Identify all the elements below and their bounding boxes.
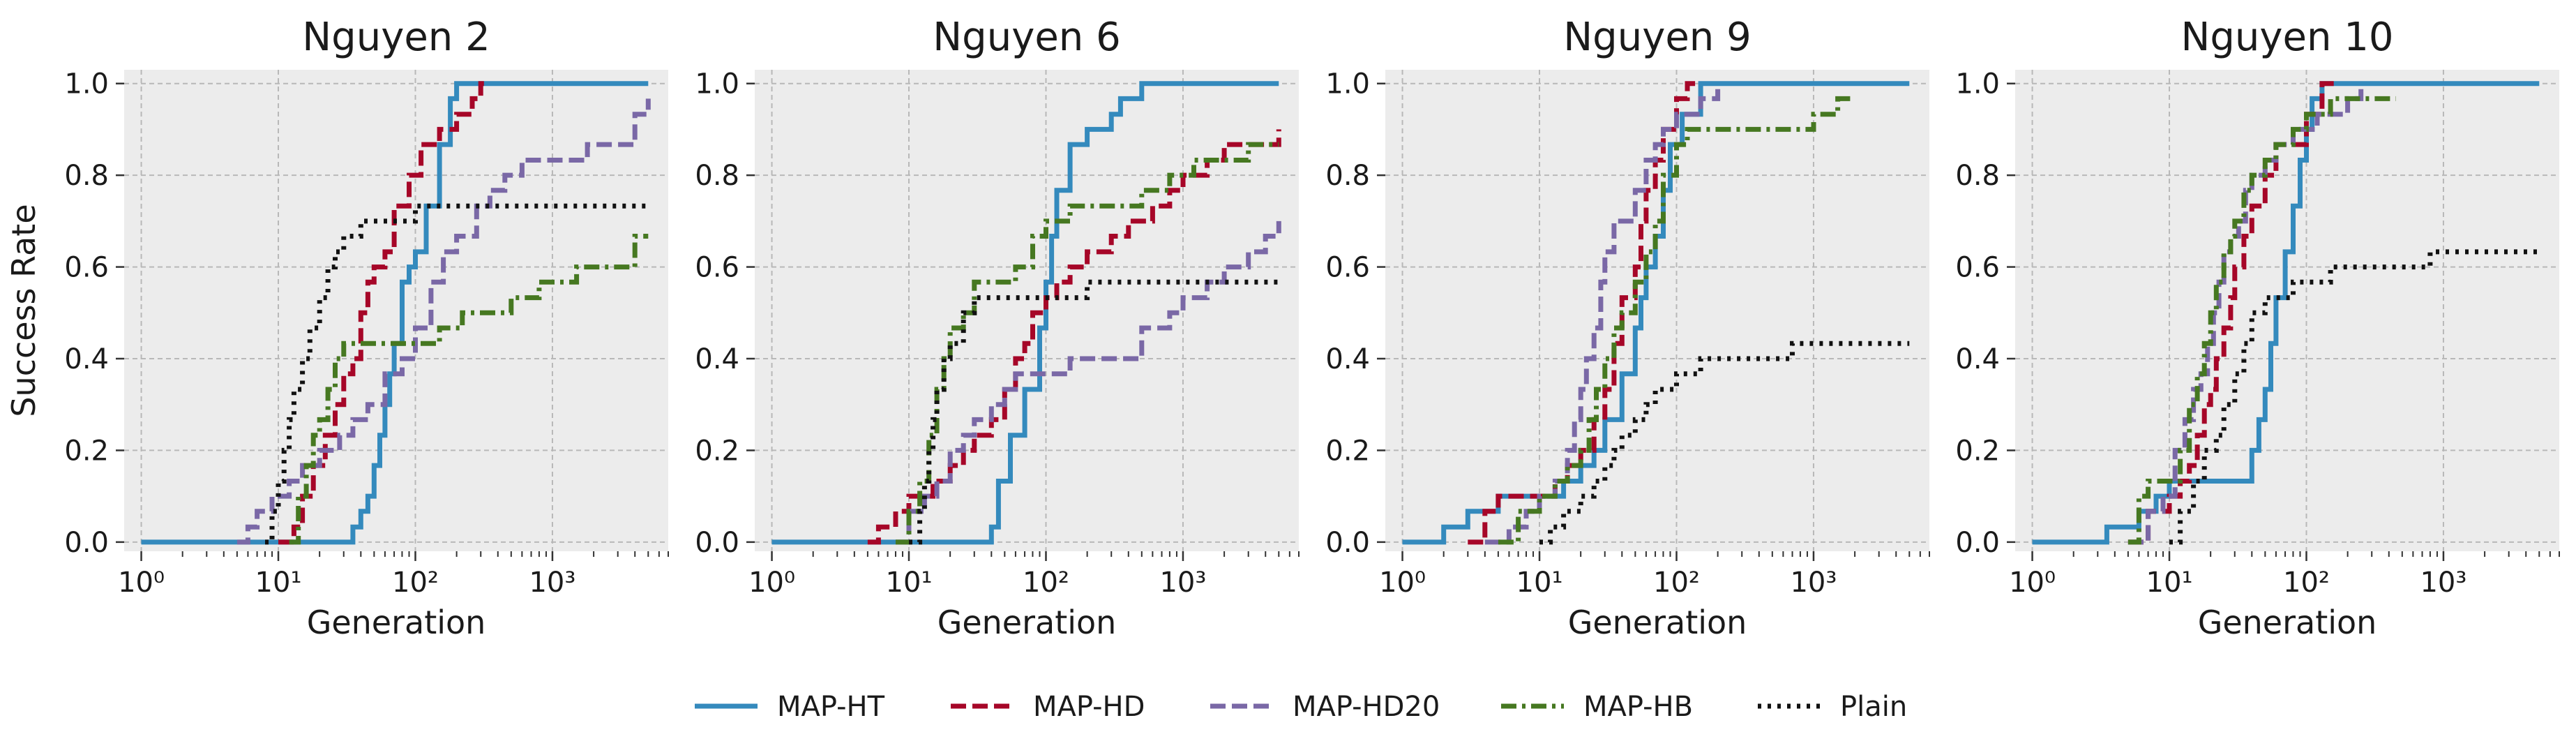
- panels: 0.0 0.2 0.4 0.6 0.8 1.0 10⁰ 10¹ 10² 10³ Nguyen 2 Ge…: [5, 15, 2560, 641]
- y-tick-label: 1.0: [695, 68, 739, 100]
- plot-area: [755, 70, 1299, 551]
- x-tick-label: 10³: [1790, 567, 1837, 599]
- panel-title: Nguyen 2: [302, 15, 490, 60]
- y-tick-label: 0.6: [695, 252, 739, 284]
- legend-item-map-hd: MAP-HD: [951, 691, 1145, 723]
- x-tick-label: 10⁰: [118, 567, 165, 599]
- y-tick-label: 0.4: [64, 343, 109, 375]
- series-line-map-hd20: [896, 220, 1281, 545]
- x-tick-label: 10¹: [255, 567, 302, 599]
- y-tick-label: 0.2: [1325, 435, 1370, 467]
- series-line-map-ht: [771, 81, 1279, 545]
- x-tick-label: 10⁰: [748, 567, 795, 599]
- y-tick-label: 0.6: [1325, 252, 1370, 284]
- series-line-map-hd: [867, 129, 1281, 545]
- series-line-map-hb: [896, 142, 1279, 545]
- legend-label: MAP-HD: [1033, 691, 1145, 723]
- legend: MAP-HT MAP-HD MAP-HD20 MAP-HB Plain: [695, 691, 1907, 723]
- y-tick-label: 0.6: [64, 252, 109, 284]
- panel-4: 0.0 0.2 0.4 0.6 0.8 1.0 10⁰ 10¹ 10² 10³ Nguyen 10 G…: [1955, 15, 2560, 641]
- legend-item-map-hb: MAP-HB: [1501, 691, 1693, 723]
- legend-label: Plain: [1840, 691, 1907, 723]
- y-tick-label: 0.0: [1955, 527, 2000, 559]
- plot-area: [1385, 70, 1929, 551]
- series-line-map-hd20: [2127, 83, 2364, 545]
- plot-area: [2015, 70, 2559, 551]
- legend-item-plain: Plain: [1758, 691, 1907, 723]
- legend-item-map-ht: MAP-HT: [695, 691, 885, 723]
- legend-label: MAP-HB: [1583, 691, 1693, 723]
- series-line-map-hb: [289, 234, 649, 545]
- x-axis-label: Generation: [1568, 604, 1747, 641]
- y-tick-label: 0.2: [64, 435, 109, 467]
- x-tick-label: 10²: [1653, 567, 1700, 599]
- y-tick-label: 0.2: [1955, 435, 2000, 467]
- y-tick-label: 1.0: [1955, 68, 2000, 100]
- legend-label: MAP-HD20: [1293, 691, 1440, 723]
- panel-1: 0.0 0.2 0.4 0.6 0.8 1.0 10⁰ 10¹ 10² 10³ Nguyen 2 Ge…: [5, 15, 669, 641]
- series-group: [771, 81, 1281, 545]
- panel-title: Nguyen 10: [2180, 15, 2393, 60]
- y-tick-label: 1.0: [64, 68, 109, 100]
- x-tick-label: 10²: [1023, 567, 1069, 599]
- series-line-map-hb: [1498, 96, 1855, 545]
- y-tick-label: 0.4: [695, 343, 739, 375]
- x-axis-label: Generation: [307, 604, 486, 641]
- y-tick-label: 1.0: [1325, 68, 1370, 100]
- series-line-plain: [265, 203, 649, 545]
- x-tick-label: 10³: [529, 567, 575, 599]
- x-axis-label: Generation: [937, 604, 1117, 641]
- y-axis-label: Success Rate: [5, 204, 43, 417]
- series-line-plain: [909, 279, 1279, 545]
- series-group: [2032, 81, 2540, 545]
- y-tick-label: 0.8: [695, 160, 739, 192]
- series-line-map-hd: [1468, 81, 1697, 545]
- legend-item-map-hd20: MAP-HD20: [1210, 691, 1440, 723]
- x-tick-label: 10⁰: [1379, 567, 1426, 599]
- plot-area: [124, 70, 668, 551]
- x-tick-label: 10¹: [886, 567, 933, 599]
- panel-title: Nguyen 9: [1563, 15, 1751, 60]
- panel-2: 0.0 0.2 0.4 0.6 0.8 1.0 10⁰ 10¹ 10² 10³ Nguyen 6 Ge…: [695, 15, 1300, 641]
- y-tick-label: 0.2: [695, 435, 739, 467]
- y-tick-label: 0.4: [1325, 343, 1370, 375]
- x-tick-label: 10³: [2420, 567, 2466, 599]
- panel-title: Nguyen 6: [933, 15, 1120, 60]
- panel-3: 0.0 0.2 0.4 0.6 0.8 1.0 10⁰ 10¹ 10² 10³ Nguyen 9 Ge…: [1325, 15, 1930, 641]
- x-tick-label: 10⁰: [2009, 567, 2056, 599]
- y-tick-label: 0.6: [1955, 252, 2000, 284]
- x-tick-label: 10²: [2283, 567, 2330, 599]
- x-tick-label: 10¹: [2146, 567, 2193, 599]
- y-tick-label: 0.4: [1955, 343, 2000, 375]
- x-tick-label: 10³: [1159, 567, 1206, 599]
- legend-label: MAP-HT: [777, 691, 885, 723]
- y-tick-label: 0.8: [1325, 160, 1370, 192]
- series-group: [1402, 81, 1910, 545]
- y-tick-label: 0.0: [695, 527, 739, 559]
- y-tick-label: 0.0: [64, 527, 109, 559]
- series-group: [141, 81, 651, 545]
- x-tick-label: 10²: [392, 567, 439, 599]
- series-line-map-hd20: [236, 98, 651, 545]
- x-tick-label: 10¹: [1516, 567, 1563, 599]
- y-tick-label: 0.0: [1325, 527, 1370, 559]
- x-axis-label: Generation: [2198, 604, 2377, 641]
- y-tick-label: 0.8: [64, 160, 109, 192]
- y-tick-label: 0.8: [1955, 160, 2000, 192]
